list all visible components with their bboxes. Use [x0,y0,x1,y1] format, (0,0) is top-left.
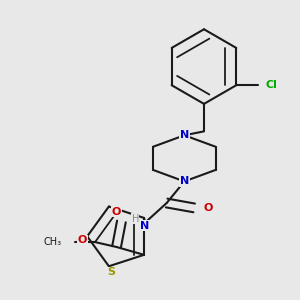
Text: O: O [204,203,213,213]
Text: N: N [180,176,189,186]
Text: CH₃: CH₃ [44,237,62,247]
Text: S: S [107,267,115,277]
Text: N: N [140,220,150,231]
Text: O: O [112,207,121,217]
Text: H: H [132,214,139,224]
Text: Cl: Cl [266,80,278,90]
Text: N: N [180,130,189,140]
Text: O: O [78,235,87,245]
